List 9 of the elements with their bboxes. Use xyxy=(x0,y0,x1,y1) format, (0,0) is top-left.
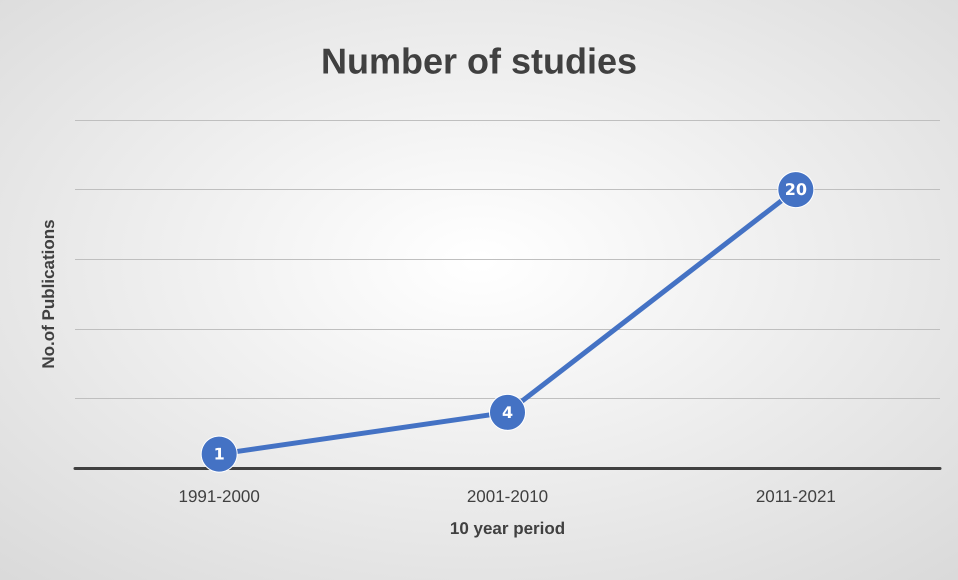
x-axis-title: 10 year period xyxy=(450,519,566,538)
data-label: 1 xyxy=(214,444,225,464)
data-label: 20 xyxy=(784,180,807,200)
x-tick-label: 1991-2000 xyxy=(178,487,260,506)
x-tick-label: 2011-2021 xyxy=(756,487,836,506)
data-label: 4 xyxy=(502,402,514,422)
x-tick-label: 2001-2010 xyxy=(466,487,548,506)
y-axis-title: No.of Publications xyxy=(39,219,58,369)
chart-title: Number of studies xyxy=(320,40,638,82)
